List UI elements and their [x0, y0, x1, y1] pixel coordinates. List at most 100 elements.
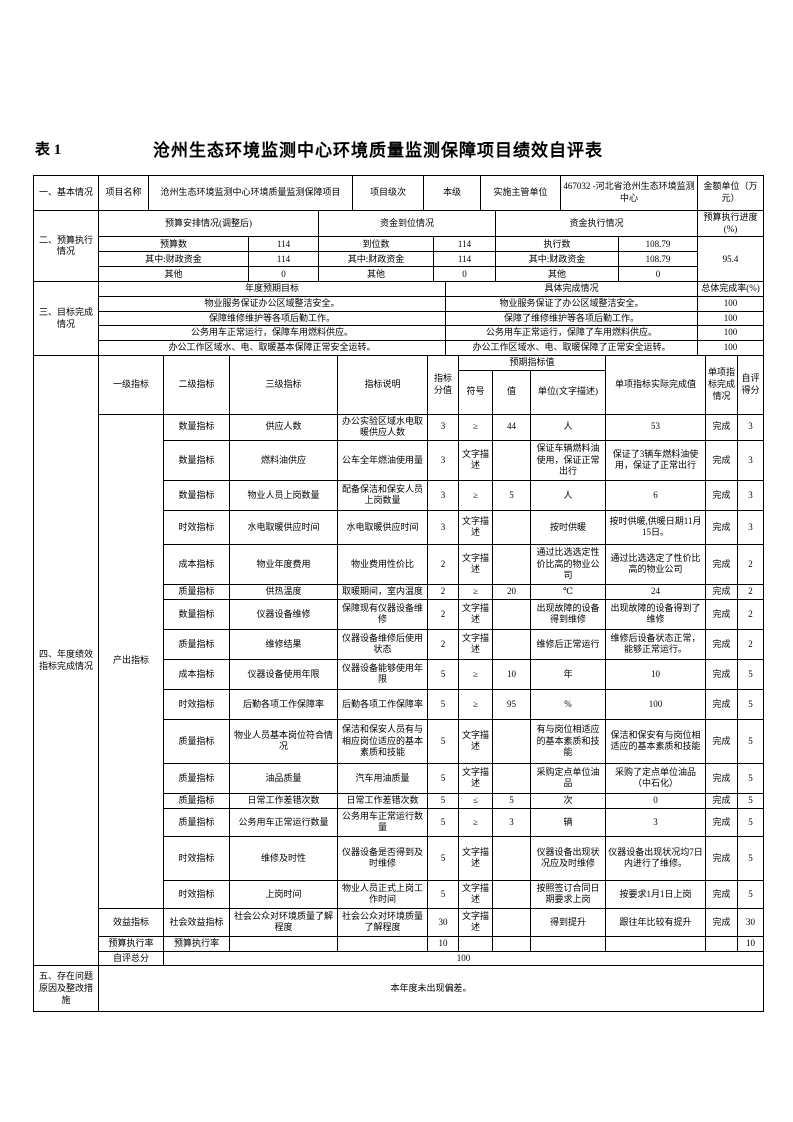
indicator-score: 2: [427, 598, 459, 630]
indicator-self-score: 5: [737, 762, 764, 794]
indicator-l2: 数量指标: [163, 479, 230, 511]
header-level3: 三级指标: [229, 354, 338, 415]
goal-done-text: 保障了维修维护等各项后勤工作。: [445, 310, 698, 327]
total-score-value: 100: [163, 950, 764, 967]
header-desc: 指标说明: [337, 354, 428, 415]
goal-done-text: 物业服务保证了办公区域整洁安全。: [445, 296, 698, 312]
indicator-value: [492, 543, 531, 585]
indicator-self-score: 2: [737, 543, 764, 585]
indicator-score: 3: [427, 413, 459, 441]
indicator-actual: 6: [605, 479, 706, 511]
indicator-symbol: ≥: [458, 688, 493, 720]
indicator-desc: 后勤各项工作保障率: [337, 688, 428, 720]
budget-row-label: 其他: [495, 266, 620, 283]
indicator-l3: 公务用车正常运行数量: [229, 807, 338, 837]
indicator-self-score: 5: [737, 792, 764, 809]
table-number-label: 表 1: [35, 142, 62, 158]
header-unit: 单位(文字描述): [530, 369, 606, 415]
indicator-l3: 社会公众对环境质量了解程度: [229, 907, 338, 937]
indicator-status: 完成: [705, 598, 738, 630]
indicator-l2: 成本指标: [163, 543, 230, 585]
indicator-l2: 质量指标: [163, 583, 230, 600]
indicator-status: 完成: [705, 879, 738, 909]
indicator-score: 5: [427, 658, 459, 690]
indicator-value: [492, 598, 531, 630]
budget-rate-l3-cell: [229, 935, 338, 952]
indicator-status: 完成: [705, 628, 738, 660]
budget-row-value: 0: [618, 266, 699, 283]
table-row: 四、年度绩效指标完成情况 一级指标 二级指标 三级指标 指标说明 指标分值 预期…: [33, 354, 764, 967]
table-row: 质量指标 物业人员基本岗位符合情况 保洁和保安人员有与相应岗位适应的基本素质和技…: [34, 718, 764, 764]
table-row: 五、存在问题原因及整改措施 本年度未出现偏差。: [33, 965, 764, 1013]
header-expected: 预期指标值: [458, 354, 606, 371]
indicator-value: 95: [492, 688, 531, 720]
table-row: 物业服务保证办公区域整洁安全。 物业服务保证了办公区域整洁安全。 100: [34, 296, 764, 312]
table-row: 数量指标 物业人员上岗数量 配备保洁和保安人员上岗数量 3 ≥ 5 人 6 完成…: [34, 479, 764, 511]
header-status: 单项指标完成情况: [705, 354, 738, 415]
table-row: 时效指标 水电取暖供应时间 水电取暖供应时间 3 文字描述 按时供暖 按时供暖,…: [34, 509, 764, 545]
header-actual: 单项指标实际完成值: [605, 354, 706, 415]
table-row: 质量指标 公务用车正常运行数量 公务用车正常运行数量 5 ≥ 3 辆 3 完成 …: [34, 807, 764, 837]
header-symbol: 符号: [458, 369, 493, 415]
indicator-actual: 按要求1月1日上岗: [605, 879, 706, 909]
table-row: 符号 值 单位(文字描述): [34, 369, 764, 415]
indicator-self-score: 2: [737, 628, 764, 660]
budget-progress-value: 95.4: [697, 236, 765, 283]
indicator-l2: 社会效益指标: [163, 907, 230, 937]
goals-col-done-header: 具体完成情况: [445, 281, 698, 298]
indicator-value: 3: [492, 807, 531, 837]
goal-text: 公务用车正常运行，保障车用燃料供应。: [98, 325, 446, 342]
budget-arranged-header: 预算安排情况(调整后): [98, 209, 319, 238]
budget-row-value: 108.79: [618, 251, 699, 268]
indicator-actual: 53: [605, 413, 706, 441]
indicator-value: [492, 879, 531, 909]
indicator-actual: 通过比选选定了性价比高的物业公司: [605, 543, 706, 585]
indicator-status: 完成: [705, 792, 738, 809]
table-row: 时效指标 上岗时间 物业人员正式上岗工作时间 5 文字描述 按照签订合同日期要求…: [34, 879, 764, 909]
indicator-score: 3: [427, 479, 459, 511]
header-score: 指标分值: [427, 354, 459, 415]
indicator-l3: 供应人数: [229, 413, 338, 441]
indicator-l2: 时效指标: [163, 835, 230, 881]
indicator-score: 2: [427, 583, 459, 600]
indicator-score: 2: [427, 628, 459, 660]
indicator-score: 3: [427, 509, 459, 545]
indicator-self-score: 3: [737, 509, 764, 545]
table-row: 质量指标 维修结果 仪器设备维修后使用状态 2 文字描述 维修后正常运行 维修后…: [34, 628, 764, 660]
indicator-unit: 辆: [530, 807, 606, 837]
indicator-status: 完成: [705, 543, 738, 585]
indicator-value: 44: [492, 413, 531, 441]
budget-row-value: 114: [432, 236, 497, 253]
budget-rate-value-cell: [492, 935, 531, 952]
indicator-l2: 时效指标: [163, 879, 230, 909]
indicator-value: [492, 439, 531, 481]
indicator-status: 完成: [705, 439, 738, 481]
header-level1: 一级指标: [98, 354, 164, 415]
goal-rate: 100: [697, 340, 764, 356]
table-row: 预算数 114 到位数 114 执行数 108.79 95.4: [34, 236, 765, 283]
indicator-score: 5: [427, 688, 459, 720]
indicator-l2: 数量指标: [163, 598, 230, 630]
table-row: 质量指标 供热温度 取暖期间，室内温度 2 ≥ 20 ℃ 24 完成 2: [34, 583, 764, 600]
indicator-value: [492, 628, 531, 660]
indicator-desc: 公车全年燃油使用量: [337, 439, 428, 481]
indicator-l2: 质量指标: [163, 762, 230, 794]
table-row: 办公工作区域水、电、取暖基本保障正常安全运转。 办公工作区域水、电、取暖保障了正…: [34, 340, 764, 356]
indicator-self-score: 30: [737, 907, 764, 937]
indicator-symbol: 文字描述: [458, 762, 493, 794]
goal-rate: 100: [697, 310, 764, 327]
indicator-actual: 跟往年比较有提升: [605, 907, 706, 937]
indicator-score: 30: [427, 907, 459, 937]
budget-progress-header: 预算执行进度(%): [697, 209, 765, 238]
table-row: 一、基本情况 项目名称 沧州生态环境监测中心环境质量监测保障项目 项目级次 本级…: [33, 175, 764, 211]
project-name-label: 项目名称: [98, 175, 149, 211]
budget-rate-self-score-cell: 10: [737, 935, 764, 952]
indicator-desc: 取暖期间，室内温度: [337, 583, 428, 600]
indicator-unit: 按照签订合同日期要求上岗: [530, 879, 606, 909]
goal-done-text: 公务用车正常运行，保障了车用燃料供应。: [445, 325, 698, 342]
indicators-section: 四、年度绩效指标完成情况 一级指标 二级指标 三级指标 指标说明 指标分值 预期…: [33, 354, 764, 967]
indicator-symbol: 文字描述: [458, 509, 493, 545]
indicator-unit: 人: [530, 413, 606, 441]
indicator-symbol: 文字描述: [458, 879, 493, 909]
indicator-symbol: 文字描述: [458, 439, 493, 481]
